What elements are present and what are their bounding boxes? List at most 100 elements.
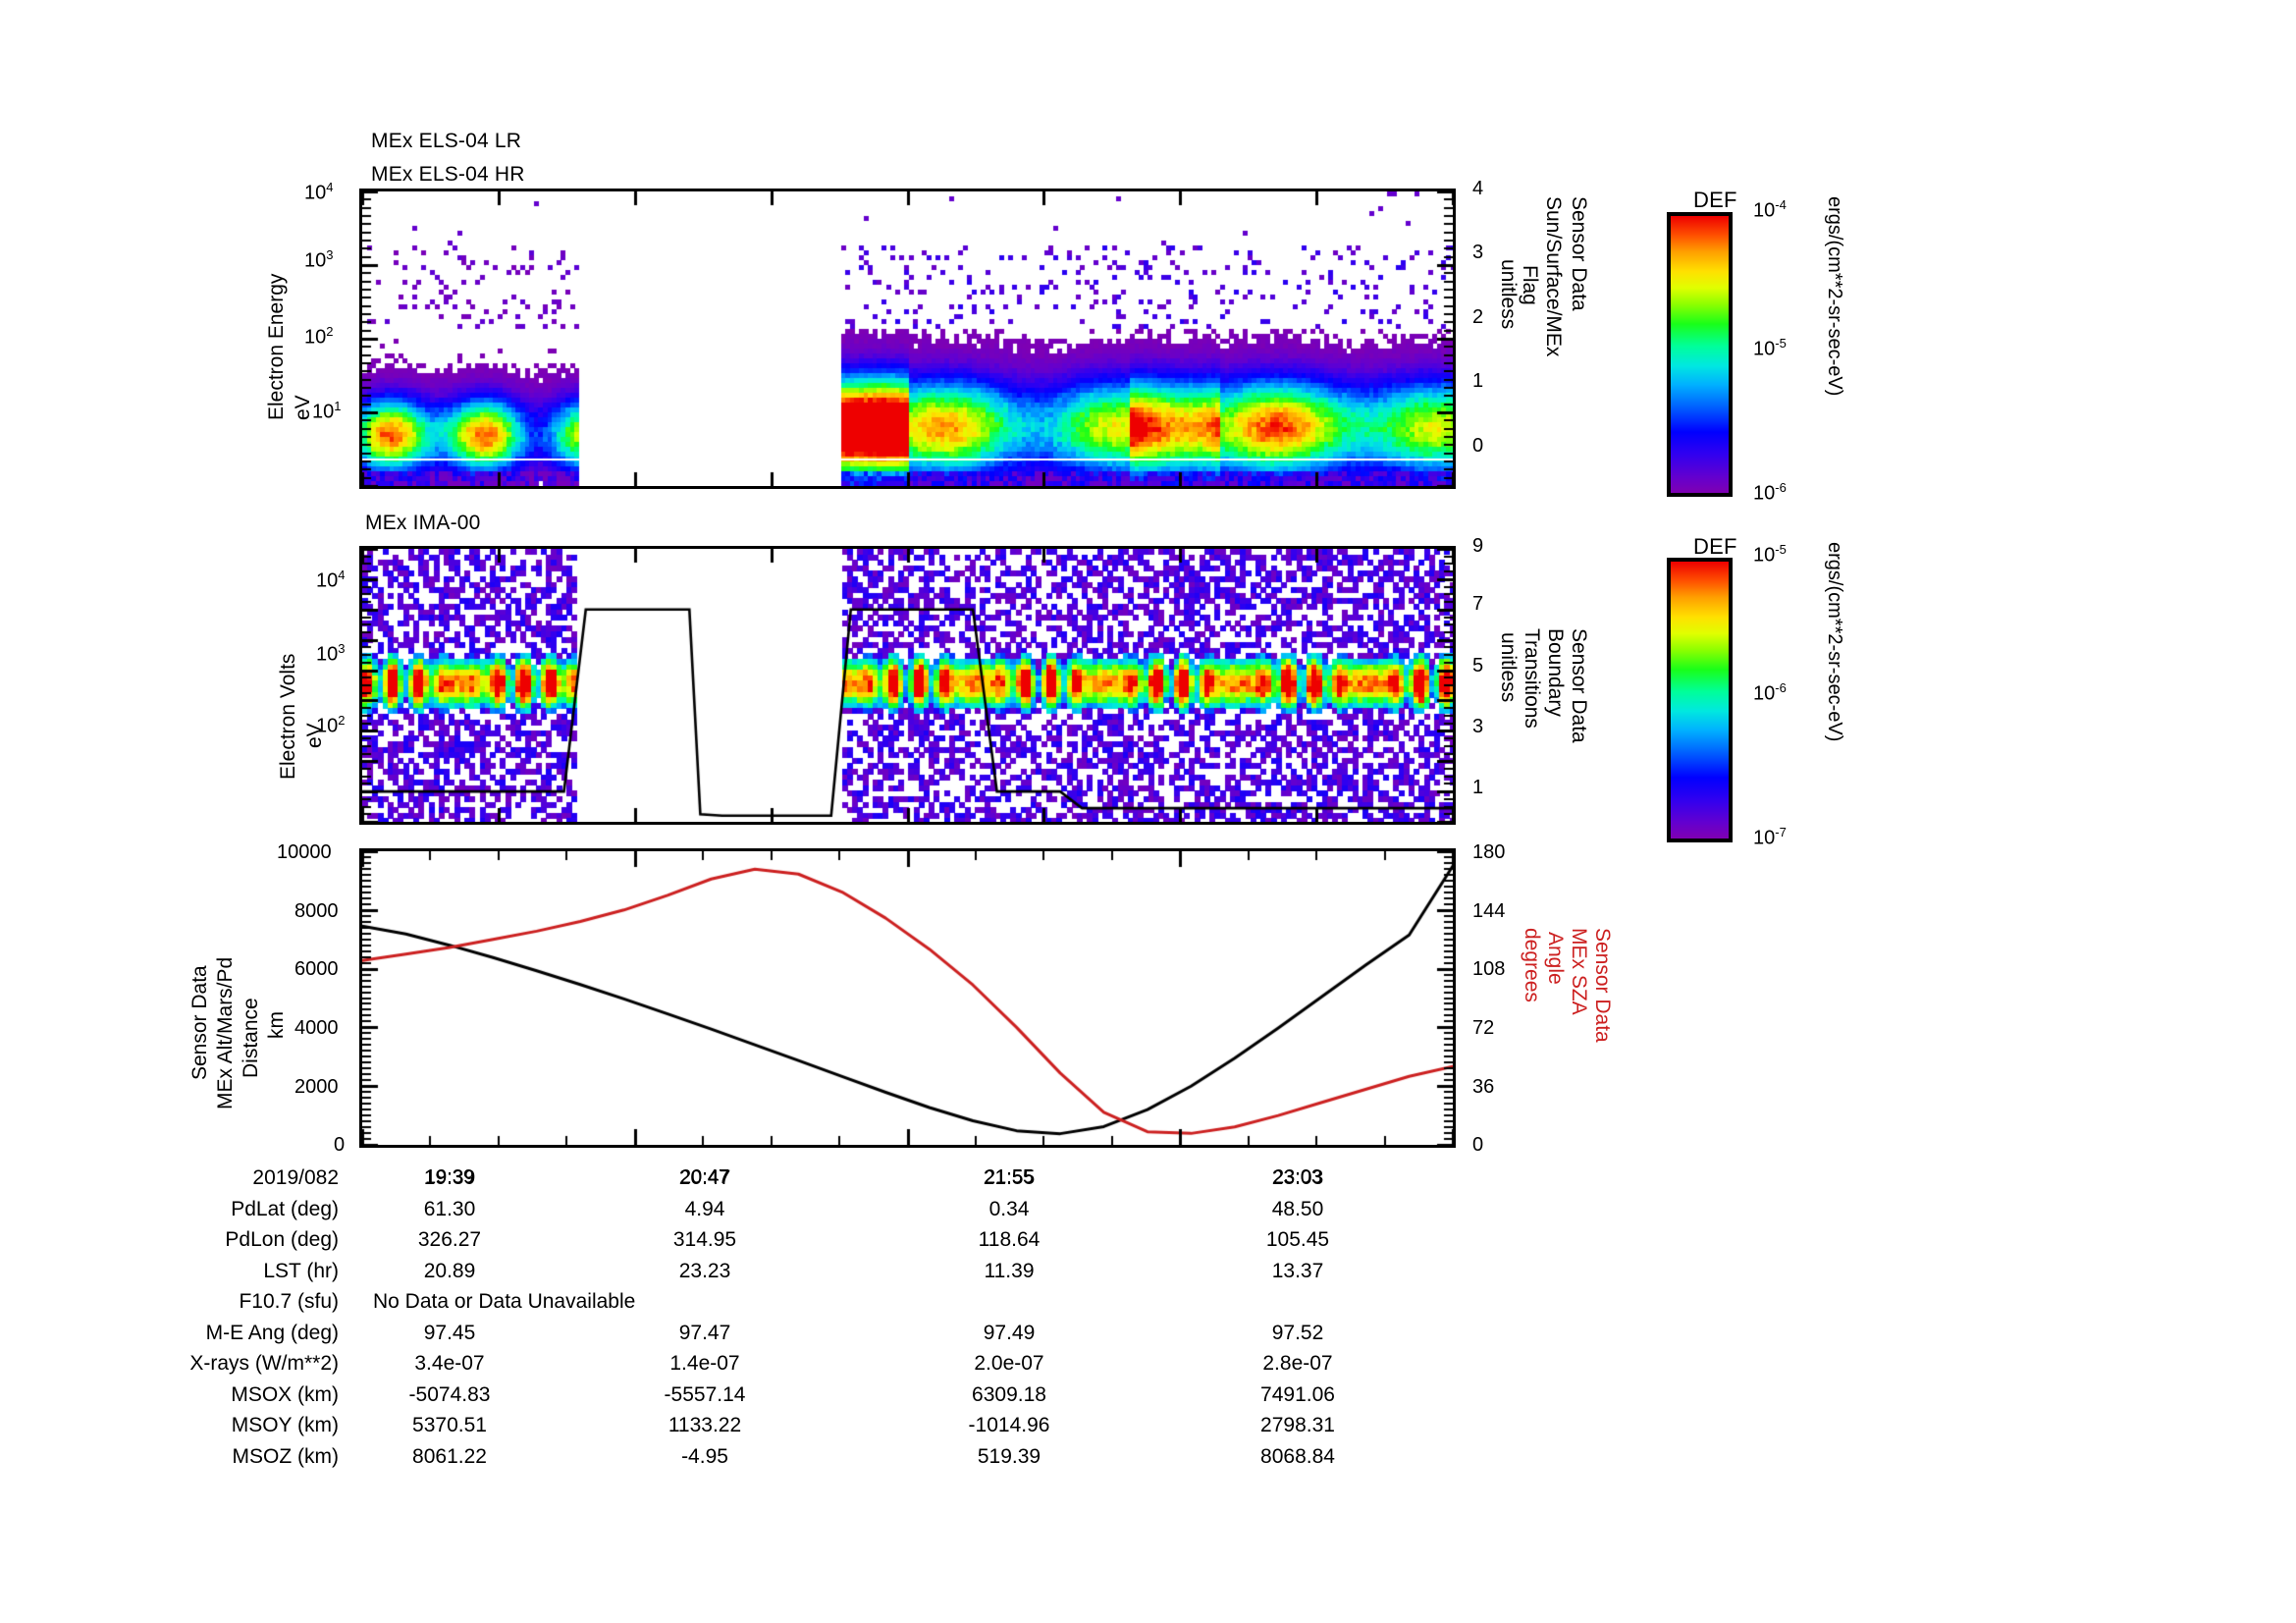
ima-rtick-3: 3 bbox=[1472, 716, 1484, 737]
els-spectrogram-canvas bbox=[362, 191, 1453, 486]
els-ytick-1e3: 103 bbox=[304, 247, 334, 272]
panel-ima-title: MEx IMA-00 bbox=[365, 512, 481, 534]
table-cell: 97.49 bbox=[983, 1321, 1036, 1344]
ima-rtick-9: 9 bbox=[1472, 535, 1484, 557]
table-row-label: F10.7 (sfu) bbox=[239, 1290, 339, 1313]
table-row-label: X-rays (W/m**2) bbox=[189, 1352, 339, 1375]
orbit-rtick-0: 0 bbox=[1472, 1134, 1484, 1156]
orbit-plot-area[interactable] bbox=[359, 848, 1456, 1148]
table-row-label: MSOY (km) bbox=[231, 1414, 339, 1436]
table-cell: 1133.22 bbox=[667, 1414, 742, 1436]
orbit-rtick-36: 36 bbox=[1472, 1076, 1495, 1098]
ima-colorbar bbox=[1667, 558, 1733, 842]
ima-left-line-1: Electron Volts bbox=[277, 653, 299, 780]
panel-els-title-hr: MEx ELS-04 HR bbox=[371, 163, 525, 186]
els-rtick-0: 0 bbox=[1472, 435, 1484, 457]
orbit-right-line-1: Sensor Data bbox=[1591, 928, 1614, 1043]
els-plot-area[interactable] bbox=[359, 189, 1456, 489]
orbit-ytick-2000: 2000 bbox=[294, 1076, 339, 1098]
table-cell: 48.50 bbox=[1271, 1197, 1324, 1220]
orbit-rtick-144: 144 bbox=[1472, 900, 1506, 922]
orbit-rtick-72: 72 bbox=[1472, 1017, 1495, 1039]
ima-cbar-top: 10-5 bbox=[1753, 542, 1787, 567]
table-cell: 8061.22 bbox=[412, 1444, 487, 1468]
table-cell: 20:47 bbox=[678, 1166, 731, 1189]
table-cell: 11.39 bbox=[984, 1259, 1035, 1282]
orbit-ytick-10000: 10000 bbox=[277, 841, 332, 863]
els-cbar-bottom: 10-6 bbox=[1753, 480, 1787, 505]
ima-ytick-1e2: 102 bbox=[316, 713, 346, 737]
table-cell: 519.39 bbox=[977, 1444, 1041, 1468]
table-cell: 2.8e-07 bbox=[1262, 1352, 1333, 1375]
els-rtick-2: 2 bbox=[1472, 306, 1484, 328]
table-row-label: PdLon (deg) bbox=[225, 1228, 339, 1251]
orbit-ytick-0: 0 bbox=[334, 1134, 346, 1156]
table-cell: 1.4e-07 bbox=[669, 1352, 740, 1375]
ima-ytick-1e4: 104 bbox=[316, 568, 346, 592]
table-cell: 97.47 bbox=[678, 1321, 731, 1344]
table-cell: No Data or Data Unavailable bbox=[373, 1290, 636, 1313]
orbit-left-line-3: Distance bbox=[240, 998, 262, 1078]
table-cell: 3.4e-07 bbox=[414, 1352, 485, 1375]
table-row-label: PdLat (deg) bbox=[231, 1197, 339, 1220]
orbit-left-line-1: Sensor Data bbox=[188, 965, 211, 1080]
els-ytick-1e4: 104 bbox=[304, 180, 334, 204]
table-row-label: 2019/082 bbox=[252, 1166, 339, 1189]
time-axis-label: 20:47 bbox=[679, 1166, 730, 1188]
orbit-ytick-8000: 8000 bbox=[294, 900, 339, 922]
table-row-label: LST (hr) bbox=[263, 1259, 339, 1282]
els-ytick-1e1: 101 bbox=[312, 399, 342, 423]
ima-ytick-1e3: 103 bbox=[316, 641, 346, 666]
orbit-ytick-4000: 4000 bbox=[294, 1017, 339, 1039]
table-cell: 23.23 bbox=[678, 1259, 731, 1282]
table-cell: 326.27 bbox=[417, 1228, 482, 1251]
els-rtick-3: 3 bbox=[1472, 242, 1484, 263]
ephemeris-table: 2019/082 19:39 20:47 21:55 23:03 PdLat (deg) 6… bbox=[0, 0, 2296, 1468]
ima-rtick-1: 1 bbox=[1472, 777, 1484, 798]
table-cell: 314.95 bbox=[672, 1228, 737, 1251]
orbit-right-line-2: MEx SZA bbox=[1568, 928, 1590, 1015]
table-cell: 97.52 bbox=[1271, 1321, 1324, 1344]
els-right-line-3: Flag bbox=[1519, 265, 1541, 305]
els-right-line-4: unitless bbox=[1497, 259, 1520, 330]
ima-colorbar-title: DEF bbox=[1693, 534, 1737, 559]
table-cell: 105.45 bbox=[1265, 1228, 1330, 1251]
table-cell: 2.0e-07 bbox=[974, 1352, 1044, 1375]
time-axis-label: 23:03 bbox=[1272, 1166, 1323, 1188]
table-cell: 6309.18 bbox=[972, 1382, 1046, 1406]
ima-right-line-1: Sensor Data bbox=[1568, 628, 1590, 743]
time-axis-label: 19:39 bbox=[424, 1166, 475, 1188]
table-cell: 2798.31 bbox=[1260, 1414, 1335, 1436]
table-cell: 4.94 bbox=[684, 1197, 725, 1220]
table-cell: 61.30 bbox=[423, 1197, 476, 1220]
ima-right-line-4: unitless bbox=[1497, 632, 1520, 703]
ima-spectrogram-canvas bbox=[362, 549, 1453, 822]
els-colorbar bbox=[1667, 212, 1733, 497]
table-cell: 8068.84 bbox=[1260, 1444, 1335, 1468]
orbit-right-line-3: Angle bbox=[1544, 932, 1567, 985]
table-row-label: MSOX (km) bbox=[231, 1382, 339, 1406]
table-cell: -5557.14 bbox=[664, 1382, 746, 1406]
table-cell: 97.45 bbox=[423, 1321, 476, 1344]
orbit-right-line-4: degrees bbox=[1521, 928, 1543, 1002]
ima-right-line-3: Transitions bbox=[1521, 628, 1543, 729]
ima-right-line-2: Boundary bbox=[1544, 628, 1567, 717]
ima-rtick-5: 5 bbox=[1472, 655, 1484, 676]
table-cell: 20.89 bbox=[423, 1259, 476, 1282]
table-cell: 19:39 bbox=[423, 1166, 476, 1189]
left-axis-line-1: Electron Energy bbox=[265, 273, 288, 420]
ima-rtick-7: 7 bbox=[1472, 593, 1484, 615]
table-cell: 21:55 bbox=[983, 1166, 1036, 1189]
els-cbar-top: 10-4 bbox=[1753, 197, 1787, 222]
orbit-rtick-108: 108 bbox=[1472, 958, 1506, 980]
orbit-left-line-2: MEx Alt/Mars/Pd bbox=[214, 956, 237, 1109]
table-cell: 13.37 bbox=[1271, 1259, 1324, 1282]
ima-plot-area[interactable] bbox=[359, 546, 1456, 825]
els-colorbar-title: DEF bbox=[1693, 188, 1737, 212]
orbit-line-canvas bbox=[362, 851, 1453, 1145]
table-row-label: M-E Ang (deg) bbox=[205, 1321, 339, 1344]
els-rtick-4: 4 bbox=[1472, 178, 1484, 199]
panel-els-title-lr: MEx ELS-04 LR bbox=[371, 130, 522, 152]
els-cbar-mid: 10-5 bbox=[1753, 336, 1787, 360]
orbit-rtick-180: 180 bbox=[1472, 841, 1506, 863]
